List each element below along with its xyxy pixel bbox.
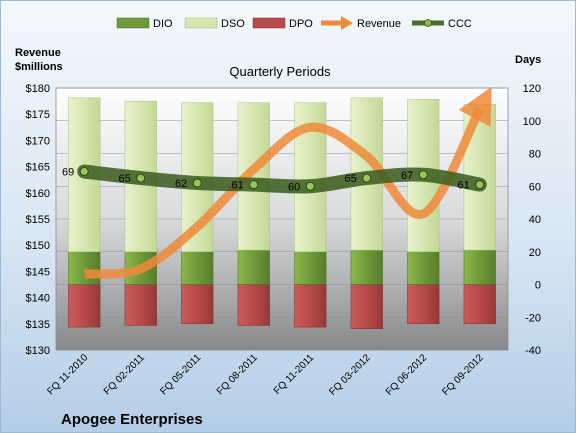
bar-dpo <box>407 284 440 325</box>
x-tick-label: FQ 11-2011 <box>272 352 317 397</box>
x-tick-label: FQ 11-2010 <box>45 352 90 397</box>
left-tick-label: $150 <box>26 240 50 252</box>
bar-dpo <box>463 284 496 325</box>
left-tick-label: $145 <box>26 266 50 278</box>
revenue-line <box>83 86 492 279</box>
ccc-point <box>192 178 202 188</box>
right-tick-label: -20 <box>525 312 541 324</box>
legend-swatch-dpo <box>252 17 286 29</box>
left-tick-label: $155 <box>26 214 50 226</box>
ccc-point <box>475 180 485 190</box>
bar-dio <box>294 251 327 285</box>
left-tick-label: $175 <box>26 109 50 121</box>
company-name: Apogee Enterprises <box>61 411 203 428</box>
legend-item-dso: DSO <box>184 17 245 30</box>
legend-item-dio: DIO <box>116 17 173 30</box>
legend-label-dpo: DPO <box>289 18 313 30</box>
ccc-point <box>136 173 146 183</box>
right-tick-label: -40 <box>525 345 541 357</box>
ccc-data-label: 60 <box>288 181 300 193</box>
ccc-data-label: 69 <box>62 167 74 179</box>
legend-marker-ccc <box>424 19 432 27</box>
ccc-data-label: 61 <box>458 180 470 192</box>
ccc-data-label: 65 <box>345 173 357 185</box>
legend-item-ccc: CCC <box>412 18 472 30</box>
legend-label-dso: DSO <box>221 18 245 30</box>
bar-dpo <box>181 284 214 325</box>
right-tick-label: 40 <box>529 214 541 226</box>
right-tick-label: 80 <box>529 149 541 161</box>
legend-swatch-dio <box>116 17 150 29</box>
revenue-series <box>83 86 492 279</box>
bar-dpo <box>294 284 327 328</box>
chart-title: Quarterly Periods <box>229 64 331 79</box>
left-tick-label: $170 <box>26 135 50 147</box>
legend-arrow-revenue <box>341 16 353 30</box>
left-tick-label: $135 <box>26 319 50 331</box>
ccc-point <box>249 180 259 190</box>
x-axis-ticks: FQ 11-2010 FQ 02-2011 FQ 05-2011 FQ 08-2011… <box>45 352 486 398</box>
left-tick-label: $130 <box>26 345 50 357</box>
legend-label-revenue: Revenue <box>357 18 401 30</box>
ccc-series: 69 65 62 61 60 65 67 61 <box>62 164 487 194</box>
legend-item-dpo: DPO <box>252 17 313 30</box>
legend-label-dio: DIO <box>153 18 173 30</box>
ccc-point <box>362 173 372 183</box>
legend-swatch-dso <box>184 17 218 29</box>
x-tick-label: FQ 02-2011 <box>102 352 147 397</box>
bar-dio <box>463 249 496 285</box>
bar-dio <box>181 251 214 285</box>
left-axis-title-line1: Revenue <box>15 47 61 59</box>
bar-dpo <box>68 284 101 328</box>
x-tick-label: FQ 03-2012 <box>327 352 373 398</box>
right-tick-label: 120 <box>523 83 541 95</box>
ccc-point <box>305 181 315 191</box>
left-axis-ticks: $130 $135 $140 $145 $150 $155 $160 $165 $170 $175… <box>26 83 50 357</box>
ccc-data-label: 62 <box>175 178 187 190</box>
bar-dio <box>407 251 440 285</box>
left-tick-label: $160 <box>26 188 50 200</box>
legend-item-revenue: Revenue <box>321 16 401 30</box>
ccc-data-label: 65 <box>119 173 131 185</box>
right-axis-title: Days <box>515 54 541 66</box>
right-tick-label: 0 <box>535 280 541 292</box>
right-tick-label: 60 <box>529 181 541 193</box>
x-tick-label: FQ 05-2011 <box>158 352 203 397</box>
ccc-data-label: 61 <box>232 180 244 192</box>
left-tick-label: $180 <box>26 83 50 95</box>
x-tick-label: FQ 08-2011 <box>215 352 260 397</box>
right-axis-ticks: -40 -20 0 20 40 60 80 100 120 <box>523 83 541 357</box>
left-axis-title-line2: $millions <box>15 61 63 73</box>
legend-label-ccc: CCC <box>448 18 472 30</box>
bar-dpo <box>124 284 157 326</box>
left-tick-label: $140 <box>26 293 50 305</box>
bar-dpo <box>237 284 270 326</box>
left-tick-label: $165 <box>26 162 50 174</box>
ccc-data-label: 67 <box>401 170 413 182</box>
bar-dpo <box>350 284 383 329</box>
right-tick-label: 100 <box>523 116 541 128</box>
bar-dio <box>350 249 383 285</box>
ccc-point <box>79 167 89 177</box>
ccc-point <box>418 170 428 180</box>
x-tick-label: FQ 06-2012 <box>384 352 430 398</box>
legend: DIO DSO DPO Revenue CCC <box>116 16 472 30</box>
ccc-line <box>77 164 487 194</box>
bar-dio <box>68 251 101 285</box>
bar-dio <box>237 249 270 285</box>
right-tick-label: 20 <box>529 247 541 259</box>
x-tick-label: FQ 09-2012 <box>440 352 486 398</box>
